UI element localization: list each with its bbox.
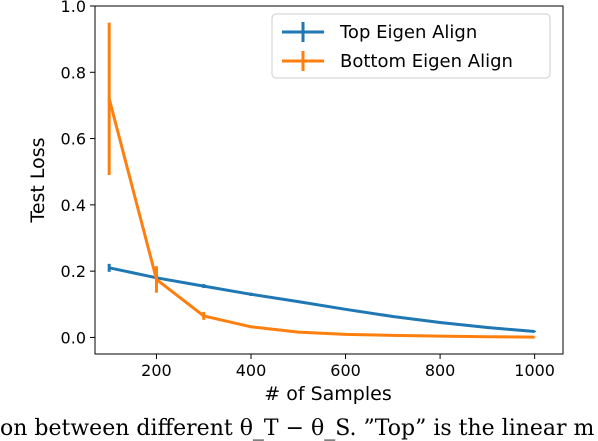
y-tick-label: 1.0 [61,0,86,16]
figure-caption: on between different θ_T − θ_S. ”Top” is… [0,416,595,441]
series-line-bottom-eigen-align [107,98,535,339]
legend-box [271,13,551,79]
legend-label-top-eigen-align: Top Eigen Align [339,22,477,43]
series-layer [107,22,537,339]
x-tick-label: 200 [141,361,172,380]
y-tick-label: 0.0 [61,328,86,347]
y-tick-label: 0.4 [61,196,86,215]
y-axis-label: Test Loss [27,137,49,223]
x-tick-label: 1000 [514,361,555,380]
y-tick-label: 0.6 [61,130,86,149]
legend-label-bottom-eigen-align: Bottom Eigen Align [340,51,513,72]
legend: Top Eigen Align Bottom Eigen Align [271,13,551,79]
x-tick-label: 800 [425,361,456,380]
series-line-top-eigen-align [108,266,535,333]
x-tick-label: 600 [330,361,361,380]
y-tick-label: 0.8 [61,63,86,82]
axis-ticks: 200 400 600 800 1000 0.0 0.2 0.4 0.6 0.8 1.0 [61,0,555,380]
y-tick-label: 0.2 [61,262,86,281]
x-axis-label: # of Samples [264,383,391,405]
x-tick-label: 400 [236,361,267,380]
